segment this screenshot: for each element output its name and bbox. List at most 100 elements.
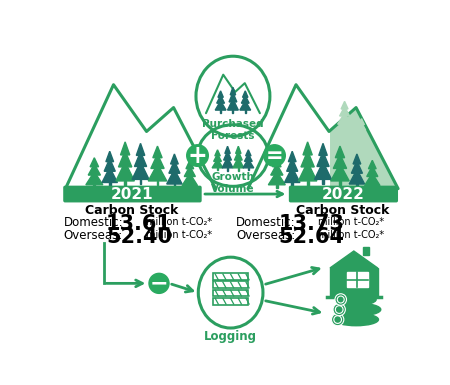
- Text: 52.64: 52.64: [279, 227, 344, 247]
- Polygon shape: [230, 87, 236, 95]
- Polygon shape: [288, 151, 296, 162]
- Polygon shape: [369, 160, 376, 169]
- Polygon shape: [218, 91, 223, 97]
- Text: 13.73: 13.73: [279, 214, 344, 234]
- Polygon shape: [333, 154, 346, 169]
- Polygon shape: [90, 158, 99, 167]
- Polygon shape: [284, 167, 300, 182]
- Polygon shape: [217, 95, 225, 103]
- Polygon shape: [330, 251, 378, 268]
- Text: Carbon Stock: Carbon Stock: [296, 204, 389, 217]
- Text: million t-CO₂*: million t-CO₂*: [146, 217, 212, 227]
- Polygon shape: [228, 99, 238, 110]
- Polygon shape: [273, 158, 281, 167]
- Polygon shape: [344, 124, 345, 127]
- Polygon shape: [106, 151, 113, 162]
- Polygon shape: [86, 172, 103, 185]
- Polygon shape: [292, 182, 293, 186]
- Polygon shape: [148, 164, 166, 181]
- FancyBboxPatch shape: [213, 281, 248, 288]
- Polygon shape: [121, 142, 130, 155]
- Polygon shape: [356, 128, 367, 137]
- Text: +: +: [188, 144, 207, 167]
- Text: million t-CO₂*: million t-CO₂*: [319, 230, 385, 240]
- Polygon shape: [225, 146, 230, 154]
- Polygon shape: [224, 151, 231, 160]
- Polygon shape: [229, 92, 237, 102]
- Polygon shape: [136, 143, 145, 156]
- Polygon shape: [361, 137, 362, 139]
- Polygon shape: [104, 159, 115, 171]
- Polygon shape: [244, 154, 252, 161]
- Polygon shape: [215, 101, 226, 110]
- Polygon shape: [349, 169, 364, 184]
- Polygon shape: [222, 157, 233, 168]
- Polygon shape: [135, 152, 147, 166]
- Polygon shape: [356, 184, 358, 188]
- FancyBboxPatch shape: [289, 186, 397, 202]
- Polygon shape: [238, 168, 239, 171]
- Polygon shape: [372, 186, 373, 189]
- Polygon shape: [346, 273, 368, 287]
- Polygon shape: [248, 168, 249, 170]
- Polygon shape: [169, 161, 180, 173]
- Ellipse shape: [338, 303, 381, 316]
- Polygon shape: [184, 166, 195, 176]
- Polygon shape: [227, 168, 228, 171]
- FancyBboxPatch shape: [64, 186, 201, 202]
- Polygon shape: [189, 186, 191, 189]
- Text: 13.61: 13.61: [106, 214, 172, 234]
- Polygon shape: [315, 162, 332, 179]
- Ellipse shape: [334, 313, 378, 326]
- Polygon shape: [298, 162, 317, 181]
- Polygon shape: [116, 162, 135, 181]
- Polygon shape: [220, 110, 221, 112]
- Polygon shape: [212, 159, 223, 168]
- Polygon shape: [243, 159, 254, 168]
- Text: =: =: [266, 146, 284, 166]
- Text: Logging: Logging: [204, 330, 257, 343]
- Polygon shape: [109, 182, 111, 186]
- Polygon shape: [243, 91, 248, 97]
- Text: Carbon Stock: Carbon Stock: [86, 204, 179, 217]
- Polygon shape: [166, 169, 182, 184]
- Polygon shape: [351, 161, 362, 173]
- Polygon shape: [234, 151, 242, 160]
- Polygon shape: [359, 119, 365, 125]
- Polygon shape: [118, 151, 132, 167]
- Polygon shape: [331, 107, 398, 189]
- Polygon shape: [140, 179, 141, 184]
- Polygon shape: [174, 184, 175, 188]
- Circle shape: [187, 145, 208, 166]
- Polygon shape: [240, 101, 251, 110]
- Polygon shape: [335, 146, 345, 158]
- Circle shape: [149, 273, 169, 293]
- Polygon shape: [319, 143, 327, 156]
- Polygon shape: [88, 164, 100, 175]
- Polygon shape: [246, 150, 251, 156]
- Text: 52.40: 52.40: [106, 227, 172, 247]
- Polygon shape: [245, 110, 246, 112]
- Polygon shape: [363, 246, 369, 254]
- Polygon shape: [341, 101, 348, 109]
- Polygon shape: [157, 181, 158, 186]
- Polygon shape: [339, 181, 341, 186]
- Polygon shape: [271, 164, 283, 175]
- Text: Overseas:: Overseas:: [63, 229, 123, 242]
- Polygon shape: [241, 95, 249, 103]
- Polygon shape: [301, 151, 314, 167]
- Polygon shape: [330, 268, 378, 296]
- FancyBboxPatch shape: [213, 298, 248, 305]
- Text: Overseas:: Overseas:: [236, 229, 295, 242]
- Polygon shape: [171, 154, 178, 164]
- Polygon shape: [94, 185, 95, 188]
- Polygon shape: [287, 159, 298, 171]
- Text: Domestic:: Domestic:: [236, 216, 296, 229]
- Text: 2022: 2022: [322, 187, 365, 201]
- Ellipse shape: [335, 294, 346, 305]
- Polygon shape: [276, 185, 278, 188]
- Polygon shape: [232, 110, 234, 113]
- Text: 2021: 2021: [111, 187, 154, 201]
- Text: Domestic:: Domestic:: [63, 216, 123, 229]
- Polygon shape: [303, 142, 312, 155]
